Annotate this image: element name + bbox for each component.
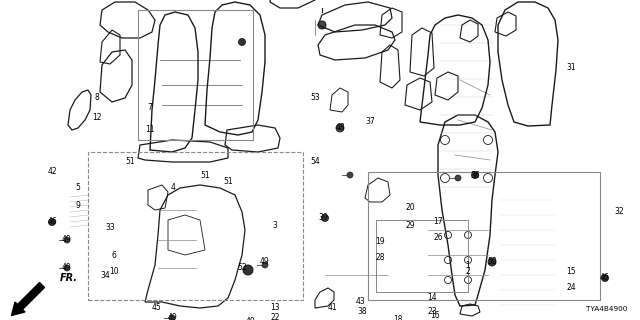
Text: 29: 29	[405, 220, 415, 229]
Circle shape	[169, 315, 175, 320]
Text: 51: 51	[200, 171, 210, 180]
Text: 19: 19	[375, 237, 385, 246]
Text: TYA4B4900: TYA4B4900	[586, 306, 627, 312]
Bar	[368, 172, 600, 300]
Text: 18: 18	[393, 316, 403, 320]
Circle shape	[318, 21, 326, 29]
Text: 7: 7	[148, 103, 152, 113]
Text: 24: 24	[566, 284, 576, 292]
Text: 48: 48	[335, 124, 345, 132]
Text: 40: 40	[246, 317, 256, 320]
Text: 38: 38	[357, 308, 367, 316]
Text: 49: 49	[167, 314, 177, 320]
Text: 49: 49	[62, 263, 72, 273]
Text: 4: 4	[171, 183, 175, 193]
Circle shape	[602, 275, 609, 282]
Circle shape	[347, 172, 353, 178]
Text: 34: 34	[100, 270, 110, 279]
Text: 50: 50	[487, 258, 497, 267]
Text: 22: 22	[270, 314, 280, 320]
Circle shape	[243, 265, 253, 275]
FancyArrow shape	[12, 283, 44, 316]
Circle shape	[455, 175, 461, 181]
Text: 12: 12	[92, 114, 102, 123]
Circle shape	[64, 265, 70, 271]
Text: 51: 51	[125, 157, 135, 166]
Text: 13: 13	[270, 303, 280, 313]
Text: 15: 15	[566, 268, 576, 276]
Text: 46: 46	[600, 274, 610, 283]
Text: FR.: FR.	[60, 273, 78, 283]
Bar	[376, 220, 468, 292]
Text: 46: 46	[47, 218, 57, 227]
Text: 9: 9	[76, 201, 81, 210]
Text: 52: 52	[237, 263, 247, 273]
Text: 28: 28	[375, 253, 385, 262]
Text: 43: 43	[355, 298, 365, 307]
Text: 49: 49	[62, 236, 72, 244]
Text: 10: 10	[109, 268, 119, 276]
Circle shape	[488, 258, 496, 266]
Text: 14: 14	[427, 293, 437, 302]
Text: 8: 8	[95, 93, 99, 102]
Text: 6: 6	[111, 251, 116, 260]
Text: 39: 39	[318, 213, 328, 222]
Text: 1: 1	[466, 260, 470, 269]
Text: 5: 5	[76, 183, 81, 193]
Text: 53: 53	[310, 93, 320, 102]
Text: 16: 16	[430, 310, 440, 319]
Text: 20: 20	[405, 204, 415, 212]
Text: 42: 42	[47, 167, 57, 177]
Text: 32: 32	[614, 207, 624, 217]
Circle shape	[239, 38, 246, 45]
Text: 54: 54	[310, 157, 320, 166]
Text: 37: 37	[365, 117, 375, 126]
Circle shape	[49, 219, 56, 226]
Circle shape	[64, 237, 70, 243]
Circle shape	[336, 124, 344, 132]
Text: 31: 31	[566, 63, 576, 73]
Bar	[88, 152, 303, 300]
Circle shape	[321, 214, 328, 221]
Text: 51: 51	[223, 178, 233, 187]
Text: 33: 33	[105, 223, 115, 233]
Text: 26: 26	[433, 234, 443, 243]
Text: 17: 17	[433, 218, 443, 227]
Circle shape	[472, 172, 479, 179]
Text: 2: 2	[466, 268, 470, 276]
Circle shape	[262, 262, 268, 268]
Text: 45: 45	[152, 303, 162, 313]
Text: 41: 41	[327, 303, 337, 313]
Text: 3: 3	[273, 220, 277, 229]
Text: 23: 23	[427, 308, 437, 316]
Text: 11: 11	[145, 125, 155, 134]
Text: 49: 49	[260, 258, 270, 267]
Bar	[138, 10, 253, 140]
Text: 36: 36	[470, 171, 480, 180]
